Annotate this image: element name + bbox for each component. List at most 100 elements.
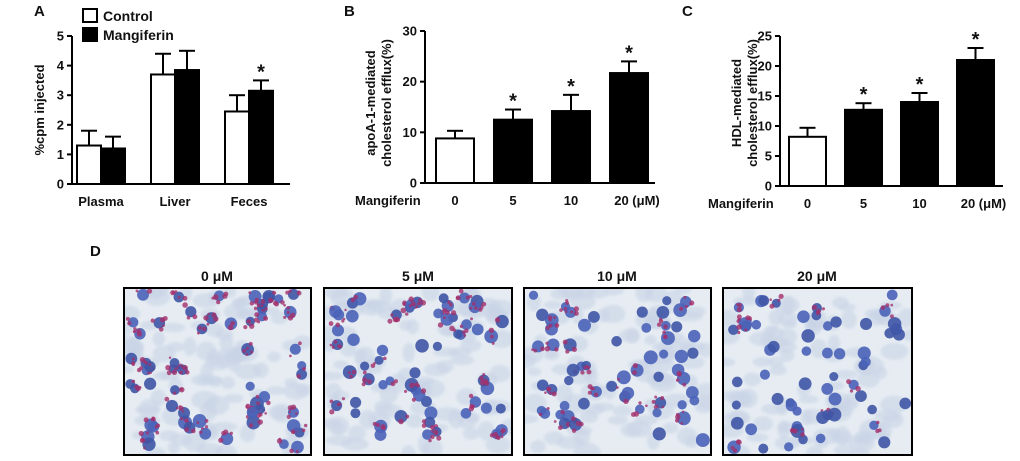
- cell-cytoplasm: [215, 329, 234, 340]
- lipid-droplet: [329, 343, 333, 347]
- cell-nucleus: [822, 347, 833, 359]
- lipid-droplet: [689, 300, 695, 306]
- cell-cytoplasm: [550, 288, 571, 300]
- cell-nucleus: [246, 406, 259, 419]
- cell-cytoplasm: [270, 311, 289, 325]
- cell-nucleus: [329, 305, 342, 318]
- cell-cytoplasm: [634, 414, 658, 426]
- lipid-droplet: [362, 370, 367, 375]
- panel-a-xtick-label: Plasma: [78, 194, 124, 209]
- lipid-droplet: [145, 431, 149, 435]
- lipid-droplet: [246, 319, 252, 324]
- lipid-droplet: [349, 374, 353, 379]
- cell-nucleus: [137, 288, 149, 301]
- panel-c-ylabel-line1: HDL-mediated: [729, 59, 744, 147]
- lipid-droplet: [589, 386, 594, 391]
- panel-label-d: D: [90, 243, 101, 260]
- lipid-droplet: [367, 379, 372, 384]
- lipid-droplet: [435, 432, 439, 436]
- lipid-droplet: [488, 327, 495, 333]
- lipid-droplet: [283, 303, 286, 307]
- bar-a-mangiferin-liver: [174, 69, 200, 185]
- lipid-droplet: [248, 291, 252, 295]
- cell-cytoplasm: [449, 355, 475, 366]
- cell-cytoplasm: [124, 365, 134, 374]
- cell-nucleus: [536, 379, 549, 391]
- cell-nucleus: [884, 328, 895, 339]
- micrograph-image: [524, 288, 711, 455]
- cell-nucleus: [771, 392, 784, 405]
- cell-nucleus: [759, 369, 770, 380]
- cell-cytoplasm: [211, 421, 238, 432]
- cell-nucleus: [855, 390, 867, 402]
- lipid-droplet: [143, 446, 146, 450]
- lipid-droplet: [560, 409, 566, 415]
- lipid-droplet: [562, 339, 568, 345]
- panel-c-xtick-label: 0: [804, 196, 811, 211]
- cell-nucleus: [860, 356, 871, 367]
- lipid-droplet: [777, 298, 781, 302]
- cell-cytoplasm: [798, 395, 819, 404]
- lipid-droplet: [468, 393, 474, 399]
- lipid-droplet: [230, 321, 235, 326]
- cell-cytoplasm: [856, 371, 880, 388]
- cell-cytoplasm: [746, 433, 769, 442]
- panel-a-xtick-label: Feces: [231, 194, 268, 209]
- lipid-droplet: [565, 349, 570, 354]
- lipid-droplet: [554, 347, 559, 352]
- lipid-droplet: [821, 307, 826, 311]
- cell-nucleus: [833, 348, 846, 360]
- bar-a-control-liver: [150, 73, 176, 185]
- lipid-droplet: [211, 312, 217, 318]
- lipid-droplet: [256, 303, 261, 308]
- micrograph-image: [723, 288, 912, 455]
- lipid-droplet: [362, 377, 368, 383]
- cell-cytoplasm: [355, 346, 375, 366]
- lipid-droplet: [683, 295, 687, 299]
- lipid-droplet: [405, 414, 410, 419]
- lipid-droplet: [331, 345, 335, 349]
- cell-cytoplasm: [167, 341, 185, 352]
- lipid-droplet: [479, 375, 484, 381]
- significance-star: *: [625, 42, 633, 64]
- panel-c-xtick-label: 20 (μM): [961, 196, 1007, 211]
- cell-cytoplasm: [138, 399, 160, 419]
- lipid-droplet: [139, 437, 146, 444]
- panel-a-ytick-label: 4: [57, 58, 65, 73]
- lipid-droplet: [296, 374, 301, 379]
- cell-nucleus: [440, 312, 454, 326]
- cell-nucleus: [738, 317, 752, 331]
- lipid-droplet: [580, 370, 585, 375]
- lipid-droplet: [632, 370, 637, 376]
- cell-cytoplasm: [221, 376, 236, 390]
- cell-cytoplasm: [477, 421, 495, 441]
- cell-cytoplasm: [723, 309, 740, 329]
- lipid-droplet: [276, 438, 283, 444]
- lipid-droplet: [769, 298, 773, 301]
- panel-c-xlabel: Mangiferin: [708, 196, 774, 211]
- cell-nucleus: [559, 400, 570, 411]
- lipid-droplet: [437, 322, 444, 328]
- cell-cytoplasm: [325, 383, 342, 401]
- lipid-droplet: [182, 295, 188, 301]
- lipid-droplet: [185, 370, 190, 375]
- panel-a-ytick-label: 3: [57, 88, 64, 103]
- cell-nucleus: [374, 355, 384, 365]
- cell-cytoplasm: [223, 393, 244, 403]
- lipid-droplet: [638, 401, 642, 405]
- cell-cytoplasm: [432, 406, 461, 422]
- cell-nucleus: [616, 370, 631, 385]
- micrograph-frame: [722, 287, 913, 456]
- panel-a-ytick-label: 2: [57, 117, 64, 132]
- lipid-droplet: [162, 316, 168, 321]
- cell-nucleus: [660, 331, 675, 346]
- lipid-droplet: [177, 295, 181, 299]
- lipid-droplet: [178, 405, 181, 408]
- cell-nucleus: [653, 371, 664, 382]
- lipid-droplet: [586, 369, 592, 375]
- lipid-droplet: [459, 324, 464, 328]
- cell-nucleus: [676, 411, 691, 426]
- cell-nucleus: [659, 349, 669, 359]
- cell-nucleus: [656, 305, 670, 319]
